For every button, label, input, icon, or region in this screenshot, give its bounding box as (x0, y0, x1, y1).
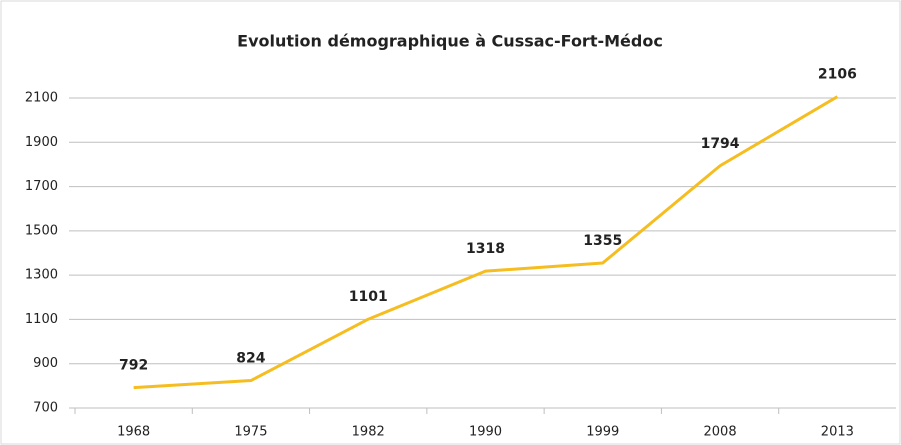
data-label: 1101 (349, 289, 388, 305)
y-tick-label: 2100 (25, 91, 58, 106)
y-tick-label: 900 (33, 356, 58, 371)
line (133, 95, 839, 390)
x-tick-label: 1990 (469, 425, 502, 440)
x-tick-label: 1975 (234, 425, 267, 440)
y-tick-label: 1500 (25, 223, 58, 238)
data-label: 1355 (583, 233, 622, 249)
x-tick-label: 1999 (586, 425, 619, 440)
y-tick-label: 1900 (25, 135, 58, 150)
y-tick-label: 1700 (25, 179, 58, 194)
y-tick-label: 1300 (25, 268, 58, 283)
x-tick-label: 1982 (352, 425, 385, 440)
data-label: 2106 (818, 67, 857, 83)
data-label: 1794 (701, 136, 740, 152)
data-label: 792 (119, 358, 148, 374)
data-label: 824 (236, 351, 265, 367)
chart-title: Evolution démographique à Cussac-Fort-Mé… (237, 32, 663, 51)
x-tick-label: 1968 (117, 425, 150, 440)
data-label: 1318 (466, 241, 505, 257)
y-tick-label: 1100 (25, 312, 58, 327)
x-tick-label: 2013 (821, 425, 854, 440)
x-tick-label: 2008 (704, 425, 737, 440)
y-tick-label: 700 (33, 401, 58, 416)
